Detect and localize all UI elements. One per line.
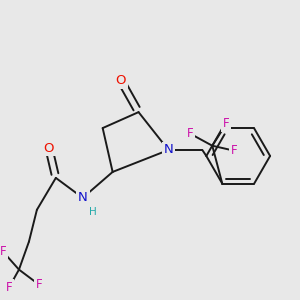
Text: F: F: [231, 144, 238, 157]
Text: F: F: [0, 245, 6, 258]
Text: N: N: [78, 191, 88, 204]
Text: F: F: [36, 278, 42, 291]
Text: O: O: [116, 74, 126, 87]
Text: F: F: [187, 127, 194, 140]
Text: H: H: [89, 207, 97, 217]
Text: N: N: [164, 143, 173, 157]
Text: F: F: [223, 117, 230, 130]
Text: F: F: [6, 281, 12, 294]
Text: O: O: [44, 142, 54, 154]
